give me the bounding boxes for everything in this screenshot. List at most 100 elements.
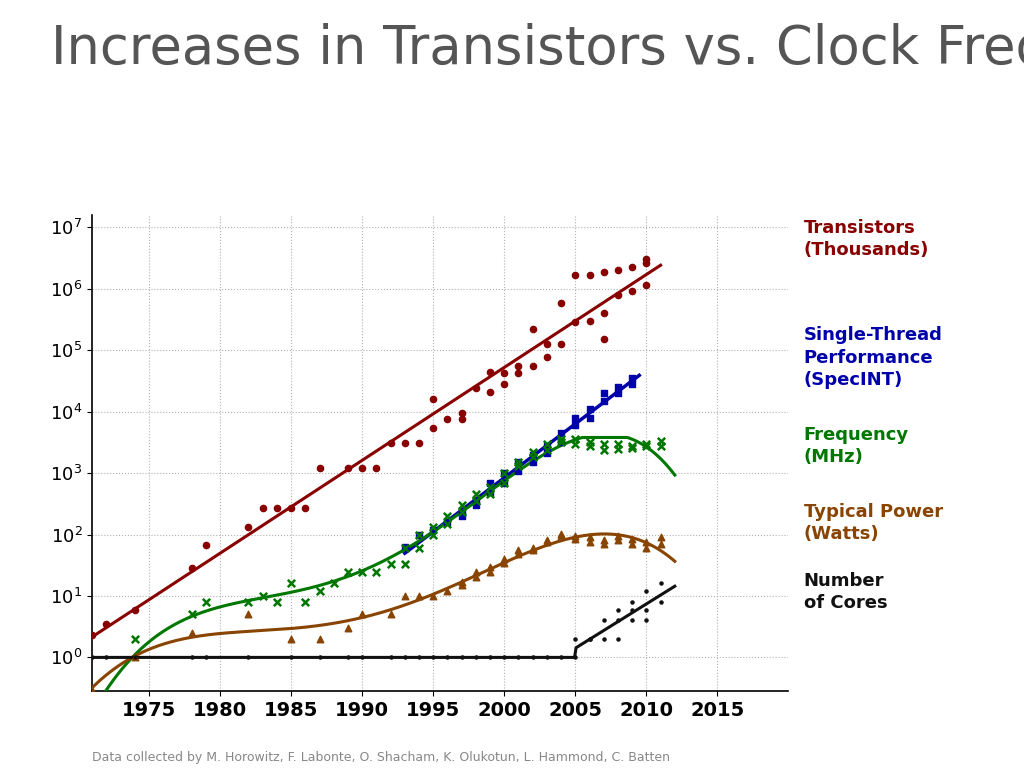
Point <box>624 378 640 390</box>
Point <box>510 360 526 372</box>
Point <box>127 604 143 616</box>
Point <box>539 351 555 363</box>
Point <box>596 395 612 407</box>
Text: Single-Thread
Performance
(SpecINT): Single-Thread Performance (SpecINT) <box>804 326 943 389</box>
Point <box>84 710 100 723</box>
Point <box>241 521 257 533</box>
Point <box>638 542 654 554</box>
Point <box>539 444 555 456</box>
Point <box>411 528 427 541</box>
Point <box>454 407 470 419</box>
Point <box>510 460 526 472</box>
Point <box>553 530 569 542</box>
Point <box>98 651 115 664</box>
Point <box>482 485 499 498</box>
Point <box>567 419 584 432</box>
Point <box>468 488 484 501</box>
Point <box>297 596 313 608</box>
Point <box>425 528 441 541</box>
Point <box>652 531 669 544</box>
Point <box>609 442 626 455</box>
Point <box>524 452 541 464</box>
Point <box>553 296 569 309</box>
Point <box>183 651 200 664</box>
Point <box>596 387 612 399</box>
Point <box>596 266 612 278</box>
Point <box>496 476 512 488</box>
Point <box>582 633 598 645</box>
Point <box>382 608 398 621</box>
Point <box>582 403 598 415</box>
Point <box>510 548 526 561</box>
Point <box>439 516 456 528</box>
Point <box>482 651 499 664</box>
Point <box>482 481 499 493</box>
Point <box>482 366 499 379</box>
Point <box>340 565 356 578</box>
Point <box>283 578 299 590</box>
Point <box>369 565 385 578</box>
Point <box>183 627 200 639</box>
Point <box>439 585 456 598</box>
Text: Transistors
(Thousands): Transistors (Thousands) <box>804 219 929 259</box>
Point <box>382 651 398 664</box>
Point <box>382 437 398 449</box>
Point <box>624 533 640 545</box>
Point <box>524 449 541 461</box>
Point <box>582 536 598 548</box>
Point <box>652 435 669 448</box>
Point <box>524 323 541 336</box>
Point <box>396 558 413 571</box>
Point <box>283 502 299 514</box>
Point <box>454 579 470 591</box>
Point <box>354 651 371 664</box>
Point <box>482 488 499 501</box>
Point <box>524 456 541 468</box>
Point <box>482 386 499 398</box>
Point <box>638 614 654 627</box>
Point <box>638 439 654 452</box>
Point <box>624 286 640 298</box>
Point <box>624 372 640 384</box>
Point <box>496 378 512 390</box>
Point <box>354 608 371 621</box>
Point <box>454 499 470 511</box>
Point <box>609 633 626 645</box>
Point <box>553 338 569 350</box>
Point <box>539 438 555 450</box>
Point <box>396 542 413 554</box>
Point <box>311 633 328 645</box>
Point <box>468 495 484 507</box>
Point <box>396 590 413 602</box>
Point <box>255 590 271 602</box>
Point <box>297 502 313 514</box>
Point <box>596 633 612 645</box>
Point <box>582 439 598 452</box>
Point <box>468 651 484 664</box>
Point <box>454 576 470 588</box>
Point <box>439 651 456 664</box>
Point <box>454 508 470 520</box>
Point <box>127 633 143 645</box>
Point <box>582 412 598 424</box>
Point <box>567 412 584 424</box>
Point <box>567 533 584 545</box>
Text: Increases in Transistors vs. Clock Freq.: Increases in Transistors vs. Clock Freq. <box>51 23 1024 75</box>
Point <box>396 541 413 554</box>
Point <box>482 476 499 488</box>
Point <box>241 608 257 621</box>
Point <box>468 571 484 584</box>
Point <box>609 530 626 542</box>
Point <box>198 651 214 664</box>
Point <box>652 596 669 608</box>
Point <box>638 604 654 616</box>
Point <box>524 542 541 554</box>
Point <box>411 437 427 449</box>
Point <box>425 590 441 602</box>
Point <box>539 536 555 548</box>
Point <box>439 518 456 530</box>
Point <box>553 436 569 449</box>
Point <box>241 651 257 664</box>
Point <box>638 536 654 548</box>
Point <box>454 651 470 664</box>
